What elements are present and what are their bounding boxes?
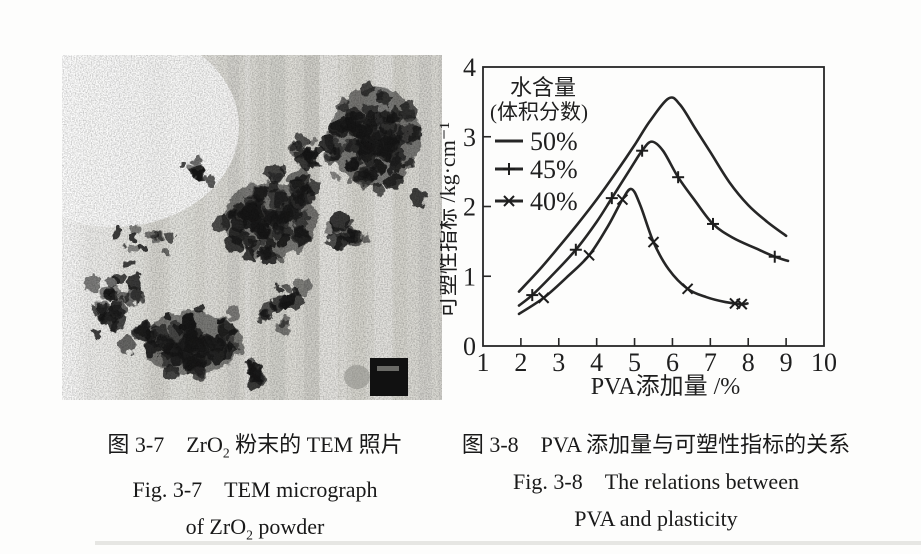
- series-curve-50%: [517, 96, 788, 293]
- x-tick-label: 4: [590, 348, 603, 377]
- y-tick-label: 4: [463, 53, 476, 82]
- x-tick-label: 2: [514, 348, 527, 377]
- page-scan-edge: [95, 541, 921, 545]
- zro2-subscript: 2: [246, 527, 253, 543]
- caption-cn-line: 图 3-8 PVA 添加量与可塑性指标的关系: [461, 432, 851, 457]
- tem-smudge: [344, 365, 370, 389]
- figure-3-7-caption: 图 3-7 ZrO2 粉末的 TEM 照片 Fig. 3-7 TEM micro…: [50, 426, 460, 554]
- x-tick-label: 9: [780, 348, 793, 377]
- tem-micrograph-image: [0, 27, 449, 400]
- caption-en-line-2: PVA and plasticity: [574, 506, 738, 531]
- tem-scale-marker: [370, 358, 408, 396]
- tem-scale-marker-label: [377, 366, 399, 371]
- cross-marker: [537, 292, 550, 304]
- cross-marker: [736, 298, 748, 310]
- tem-grain-overlay: [62, 55, 442, 400]
- y-tick-label: 2: [463, 193, 476, 222]
- legend-title-line-1: 水含量: [510, 75, 576, 100]
- figure-3-8-caption: 图 3-8 PVA 添加量与可塑性指标的关系 Fig. 3-8 The rela…: [444, 426, 868, 537]
- cross-marker: [583, 249, 595, 262]
- x-tick-label: 6: [666, 348, 679, 377]
- x-tick-label: 3: [552, 348, 565, 377]
- x-tick-label: 8: [742, 348, 755, 377]
- caption-text-part: 图 3-7 ZrO: [107, 432, 223, 457]
- zro2-subscript: 2: [222, 445, 230, 461]
- y-tick-label: 1: [463, 262, 476, 291]
- series-curve-45%: [517, 140, 790, 307]
- y-tick-label: 3: [463, 123, 476, 152]
- legend-label-45%: 45%: [530, 155, 578, 184]
- caption-text-part: 粉末的 TEM 照片: [229, 432, 403, 457]
- pva-plasticity-chart: 1 2 3 4 5 6 7 8 9 10 0 1 2 3 4 PVA添加量 /% 可塑性指标 /kg·cm⁻¹ 水…: [435, 25, 880, 400]
- x-axis-title: PVA添加量 /%: [591, 373, 741, 400]
- y-axis-title: 可塑性指标 /kg·cm⁻¹: [440, 122, 460, 318]
- x-tick-label: 1: [477, 348, 490, 377]
- series-curve-40%: [517, 187, 749, 316]
- cross-marker: [681, 283, 694, 295]
- legend-title-line-2: (体积分数): [490, 100, 588, 124]
- x-tick-label: 10: [811, 348, 837, 377]
- legend-label-40%: 40%: [530, 187, 578, 216]
- cross-marker: [647, 236, 660, 248]
- caption-text-part: of ZrO: [185, 514, 247, 540]
- caption-text-part: powder: [252, 514, 325, 540]
- tem-photo-frame: [0, 27, 449, 400]
- y-tick-label: 0: [463, 332, 476, 361]
- caption-en-line-2: of ZrO2 powder: [50, 508, 460, 553]
- caption-cn-line: 图 3-7 ZrO2 粉末的 TEM 照片: [50, 426, 460, 471]
- x-tick-label: 7: [704, 348, 717, 377]
- cross-marker: [503, 195, 515, 207]
- legend-label-50%: 50%: [530, 127, 578, 156]
- caption-en-line-1: Fig. 3-7 TEM micrograph: [132, 477, 378, 503]
- caption-en-line-1: Fig. 3-8 The relations between: [513, 469, 799, 494]
- x-tick-label: 5: [628, 348, 641, 377]
- cross-marker: [616, 193, 629, 206]
